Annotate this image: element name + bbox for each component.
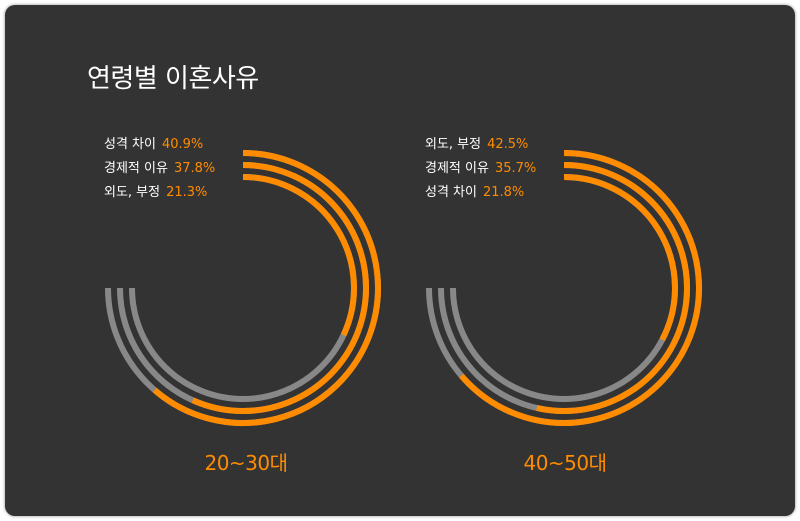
- legend-value: 21.3%: [166, 185, 208, 200]
- radial-group-40-50: [426, 150, 702, 426]
- arc-value: [242, 174, 357, 337]
- chart-title: 연령별 이혼사유: [87, 64, 259, 94]
- chart-card: [5, 5, 795, 516]
- legend-label: 성격 차이: [104, 137, 156, 152]
- legend-label: 성격 차이: [425, 185, 477, 200]
- radial-group-20-30: [105, 150, 381, 426]
- legend-row: 외도, 부정 21.3%: [104, 181, 207, 200]
- legend-label: 경제적 이유: [425, 161, 489, 176]
- legend-value: 21.8%: [482, 185, 525, 200]
- legend-label: 경제적 이유: [104, 161, 168, 176]
- legend-row: 성격 차이 40.9%: [104, 133, 203, 152]
- legend-label: 외도, 부정: [104, 185, 161, 200]
- legend-row: 경제적 이유 37.8%: [104, 157, 215, 176]
- legend-label: 외도, 부정: [425, 137, 482, 152]
- arc-value: [459, 150, 702, 426]
- legend-value: 40.9%: [161, 137, 204, 152]
- arc-value: [536, 162, 691, 414]
- group-label-20-30: 20~30대: [204, 451, 288, 475]
- arc-value: [152, 150, 381, 426]
- legend-row: 외도, 부정 42.5%: [425, 133, 528, 152]
- group-label-40-50: 40~50대: [523, 451, 607, 475]
- legend-value: 35.7%: [494, 161, 537, 176]
- legend-row: 경제적 이유 35.7%: [425, 157, 536, 176]
- arc-value: [191, 162, 369, 414]
- legend-value: 42.5%: [487, 137, 529, 152]
- legend-value: 37.8%: [173, 161, 216, 176]
- arc-value: [563, 174, 678, 342]
- legend-row: 성격 차이 21.8%: [425, 181, 524, 200]
